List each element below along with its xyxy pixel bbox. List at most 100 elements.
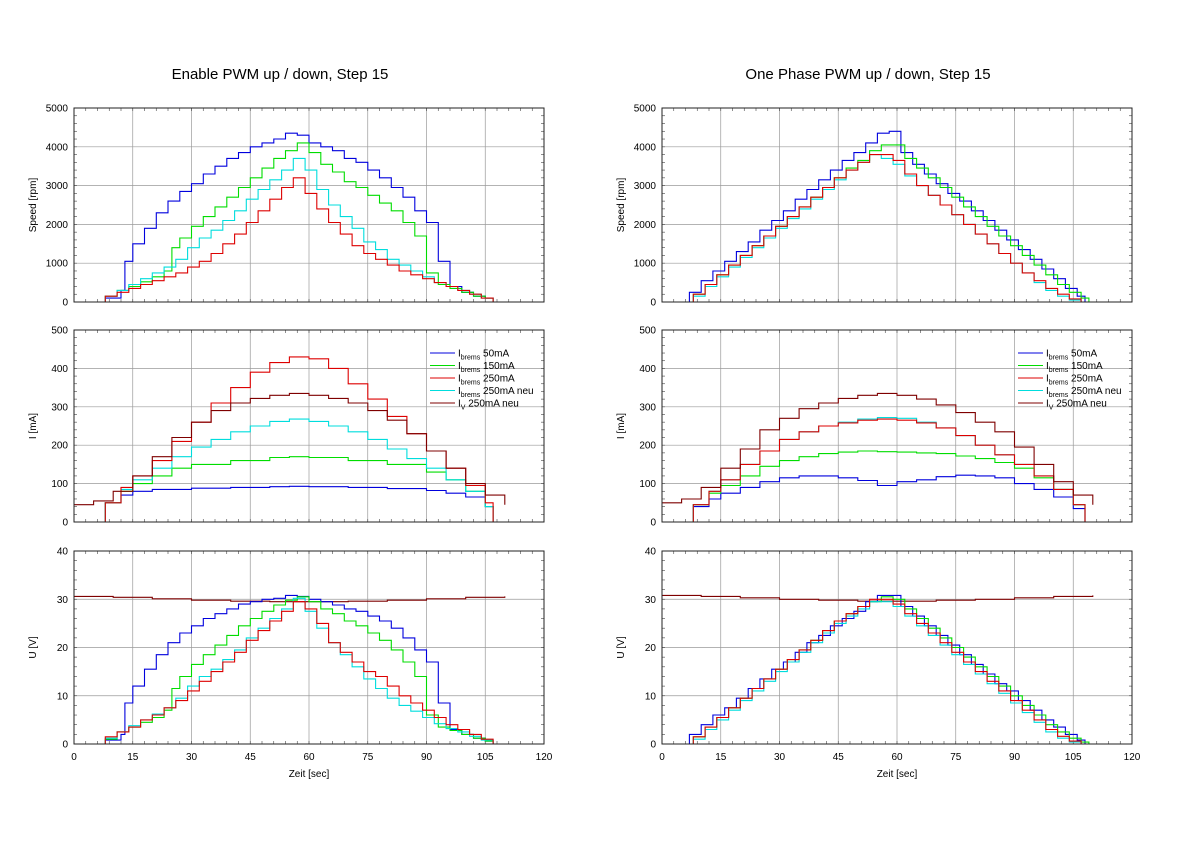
- panel-1-2: 0 10 20 30 40 U [V] 0 15 30 45 60 75 90 105 120 Zeit [s…: [616, 547, 1141, 781]
- series-line: [681, 144, 1090, 303]
- x-tick-label: 75: [362, 752, 374, 763]
- series-line: [681, 598, 1082, 745]
- y-tick-label: 2000: [634, 220, 657, 231]
- legend-entry: Ibrems 50mA: [1046, 349, 1097, 362]
- legend-entry: Ibrems 250mA: [1046, 374, 1103, 387]
- y-tick-label: 4000: [46, 142, 69, 153]
- y-tick-label: 5000: [46, 104, 69, 115]
- plot-frame: [73, 550, 545, 745]
- series-line: [681, 474, 1086, 523]
- x-tick-label: 60: [891, 752, 903, 763]
- series-line: [93, 157, 494, 303]
- y-tick-label: 10: [57, 691, 69, 702]
- series-line: [681, 154, 1082, 303]
- x-tick-label: 30: [186, 752, 198, 763]
- series-line: [93, 596, 494, 745]
- y-tick-label: 2000: [46, 220, 69, 231]
- series-line: [93, 177, 494, 303]
- y-tick-label: 0: [62, 740, 68, 751]
- legend-entry: Ibrems 250mA neu: [1046, 386, 1122, 399]
- y-tick-label: 3000: [634, 181, 657, 192]
- y-tick-label: 500: [51, 326, 68, 337]
- y-tick-label: 20: [57, 643, 69, 654]
- x-tick-label: 90: [1009, 752, 1021, 763]
- legend-entry: Ibrems 50mA: [458, 349, 509, 362]
- series-line: [681, 450, 1086, 523]
- legend-entry: Ibrems 150mA: [458, 361, 515, 374]
- series-line: [681, 596, 1090, 745]
- left-chart-title: Enable PWM up / down, Step 15: [171, 66, 389, 83]
- x-tick-label: 45: [833, 752, 845, 763]
- y-tick-label: 100: [639, 479, 656, 490]
- y-tick-label: 3000: [46, 181, 69, 192]
- y-tick-label: 4000: [634, 142, 657, 153]
- series-line: [662, 392, 1094, 505]
- x-tick-label: 0: [659, 752, 665, 763]
- y-tick-label: 400: [639, 364, 656, 375]
- right-chart-title: One Phase PWM up / down, Step 15: [745, 66, 991, 83]
- x-tick-label: 105: [1065, 752, 1082, 763]
- y-tick-label: 30: [57, 595, 69, 606]
- x-tick-label: 30: [774, 752, 786, 763]
- legend-entry: Ibrems 150mA: [1046, 361, 1103, 374]
- y-tick-label: 0: [62, 298, 68, 309]
- y-tick-label: 5000: [634, 104, 657, 115]
- y-tick-label: 30: [645, 595, 657, 606]
- y-tick-label: 0: [650, 518, 656, 529]
- legend-entry: Ibrems 250mA: [458, 374, 515, 387]
- y-tick-label: 200: [639, 441, 656, 452]
- plot-frame: [73, 329, 545, 523]
- series-line: [89, 594, 494, 745]
- x-tick-label: 15: [715, 752, 727, 763]
- series-line: [677, 594, 1086, 745]
- x-tick-label: 15: [127, 752, 139, 763]
- y-tick-label: 500: [639, 326, 656, 337]
- y-tick-label: 400: [51, 364, 68, 375]
- y-tick-label: 1000: [46, 259, 69, 270]
- panel-1-0: 0 1000 2000 3000 4000 5000 Speed [rpm]: [616, 104, 1133, 309]
- y-tick-label: 20: [645, 643, 657, 654]
- y-tick-label: 300: [51, 402, 68, 413]
- series-line: [93, 356, 494, 523]
- series-line: [93, 597, 494, 745]
- y-axis-label: I [mA]: [616, 413, 627, 439]
- legend-entry: Ibrems 250mA neu: [458, 386, 534, 399]
- series-line: [681, 601, 1082, 745]
- y-tick-label: 10: [645, 691, 657, 702]
- x-tick-label: 60: [303, 752, 315, 763]
- series-line: [89, 132, 494, 303]
- series-line: [681, 417, 1086, 523]
- y-tick-label: 300: [639, 402, 656, 413]
- y-axis-label: Speed [rpm]: [28, 178, 39, 233]
- y-tick-label: 40: [57, 547, 69, 558]
- plot-frame: [661, 550, 1133, 745]
- y-axis-label: U [V]: [616, 636, 627, 658]
- panel-0-0: 0 1000 2000 3000 4000 5000 Speed [rpm]: [28, 104, 545, 309]
- x-tick-label: 75: [950, 752, 962, 763]
- panel-0-2: 0 10 20 30 40 U [V] 0 15 30 45 60 75 90 105 120 Zeit [s…: [28, 547, 553, 781]
- x-tick-label: 90: [421, 752, 433, 763]
- x-tick-label: 120: [536, 752, 553, 763]
- y-tick-label: 40: [645, 547, 657, 558]
- series-line: [93, 601, 494, 745]
- series-line: [93, 418, 494, 523]
- y-tick-label: 1000: [634, 259, 657, 270]
- x-tick-label: 0: [71, 752, 77, 763]
- plot-frame: [73, 107, 545, 303]
- series-line: [681, 418, 1086, 523]
- plot-frame: [661, 107, 1133, 303]
- x-tick-label: 45: [245, 752, 257, 763]
- y-axis-label: I [mA]: [28, 413, 39, 439]
- y-tick-label: 0: [650, 298, 656, 309]
- series-line: [74, 595, 506, 603]
- y-tick-label: 100: [51, 479, 68, 490]
- x-axis-label: Zeit [sec]: [289, 769, 330, 780]
- series-line: [681, 154, 1082, 303]
- y-axis-label: Speed [rpm]: [616, 178, 627, 233]
- series-line: [74, 392, 506, 506]
